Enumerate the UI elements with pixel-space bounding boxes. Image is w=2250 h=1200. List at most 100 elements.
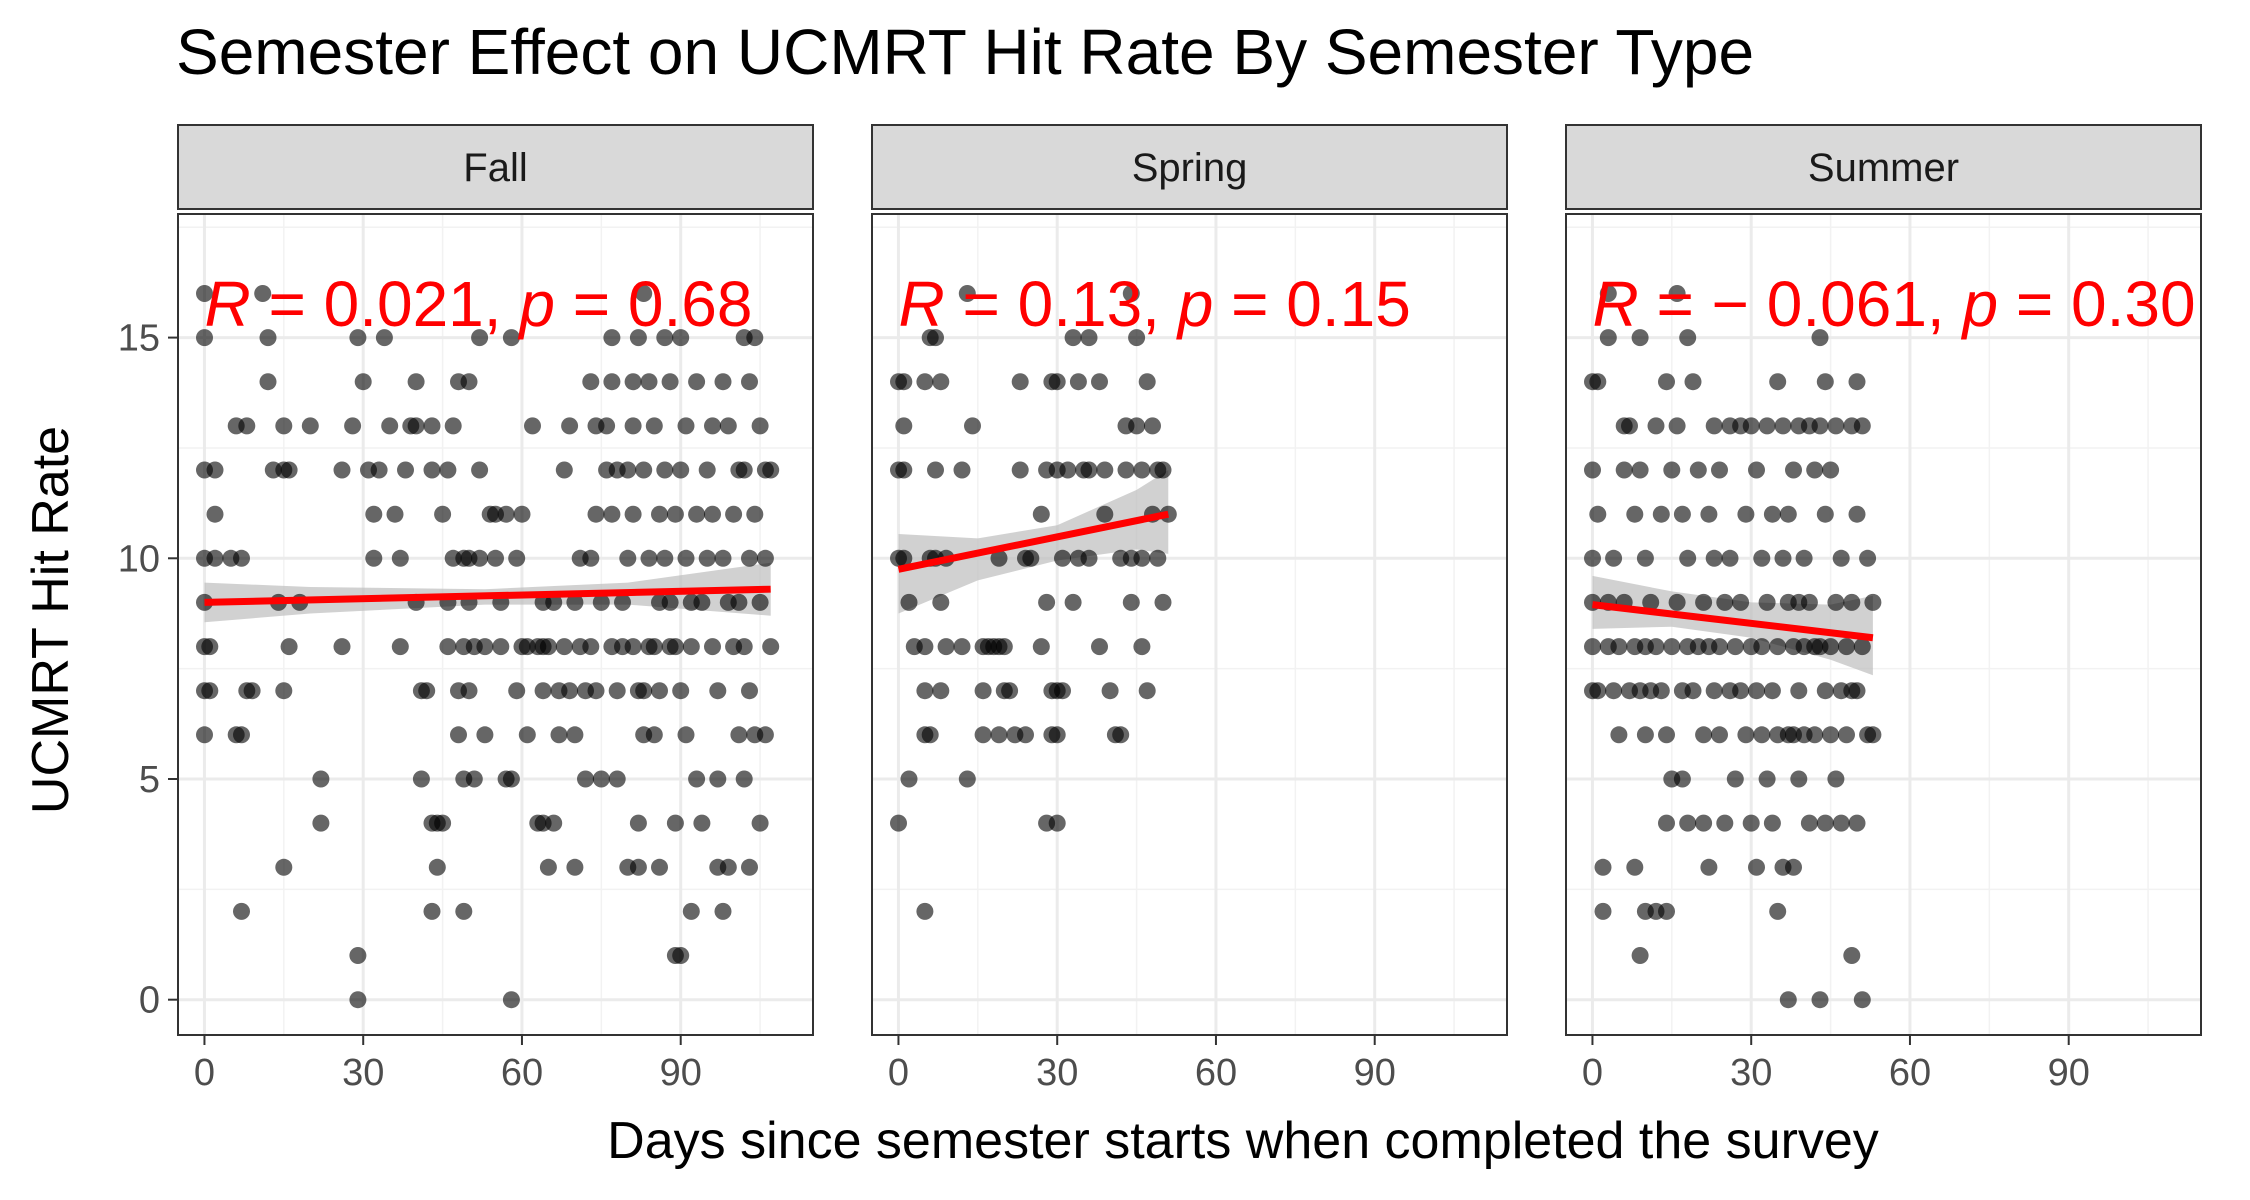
data-point [386,505,404,523]
data-point [1726,638,1744,656]
data-point [1737,505,1755,523]
data-point [1684,373,1702,391]
data-point [995,638,1013,656]
data-point [1091,373,1108,391]
data-point [958,285,976,302]
data-point [619,461,637,479]
data-point [990,726,1008,744]
data-point [1610,726,1628,744]
data-point [1753,638,1771,656]
data-point [1748,682,1765,700]
data-point [1753,549,1771,567]
data-point [280,638,298,656]
data-point [238,417,256,435]
data-point [1642,593,1660,611]
data-point [312,770,330,788]
data-point [900,770,918,788]
data-point [964,417,981,435]
data-point [1594,902,1612,920]
data-point [635,461,653,479]
data-point [502,770,520,788]
data-point [534,682,552,700]
data-point [603,329,621,347]
data-point [1853,417,1871,435]
data-point [555,461,573,479]
x-tick-label: 0 [194,1052,215,1094]
data-point [587,682,605,700]
data-point [434,814,452,832]
data-point [1711,638,1728,656]
data-point [900,593,918,611]
data-point [890,814,907,832]
data-point [1695,814,1713,832]
data-point [1673,770,1691,788]
data-point [1716,814,1734,832]
data-point [1032,638,1050,656]
data-point [741,549,758,567]
x-tick-label: 30 [1730,1052,1772,1094]
data-point [1838,726,1855,744]
data-point [1763,682,1781,700]
data-point [735,461,753,479]
facet-strip [1565,124,2202,210]
data-point [677,726,695,744]
data-point [1663,638,1681,656]
data-point [1615,461,1633,479]
data-point [1589,373,1607,391]
chart-title: Semester Effect on UCMRT Hit Rate By Sem… [176,16,1754,88]
facet-strip [871,124,1508,210]
x-tick-label: 60 [501,1052,543,1094]
data-point [1816,682,1834,700]
data-point [1011,373,1029,391]
data-point [1631,461,1649,479]
data-point [714,373,732,391]
data-point [1668,593,1686,611]
data-point [1096,461,1114,479]
data-point [672,947,690,964]
data-point [1080,329,1098,347]
facet-panel-summer: Summer R = − 0.061, p = 0.30 0 30 60 90 [1565,124,2202,1094]
data-point [1822,726,1840,744]
data-point [476,726,494,744]
data-point [1816,373,1834,391]
data-point [1589,505,1607,523]
data-point [1732,593,1750,611]
data-point [275,682,293,700]
data-point [460,373,478,391]
data-point [465,770,483,788]
data-point [375,329,393,347]
x-tick-label: 0 [888,1052,909,1094]
data-point [1848,505,1866,523]
data-point [603,505,621,523]
data-point [1758,417,1776,435]
data-point [645,638,663,656]
data-point [730,593,748,611]
data-point [1584,549,1601,567]
data-point [709,770,727,788]
data-point [1032,505,1050,523]
data-point [1133,549,1151,567]
data-point [1795,549,1813,567]
data-point [471,549,489,567]
regression-line [204,585,771,606]
data-point [539,638,557,656]
data-point [1822,461,1840,479]
data-point [201,682,219,700]
data-point [1848,814,1866,832]
data-point [1610,638,1628,656]
data-point [1128,329,1146,347]
data-point [487,549,504,567]
data-point [1048,814,1066,832]
data-point [1658,726,1675,744]
data-point [1864,593,1882,611]
data-point [333,461,351,479]
data-point [1769,373,1787,391]
data-point [598,417,616,435]
data-point [1022,549,1040,567]
data-point [349,947,367,964]
data-point [921,726,939,744]
data-point [1154,461,1172,479]
data-point [746,505,764,523]
data-point [259,373,277,391]
data-point [756,726,774,744]
